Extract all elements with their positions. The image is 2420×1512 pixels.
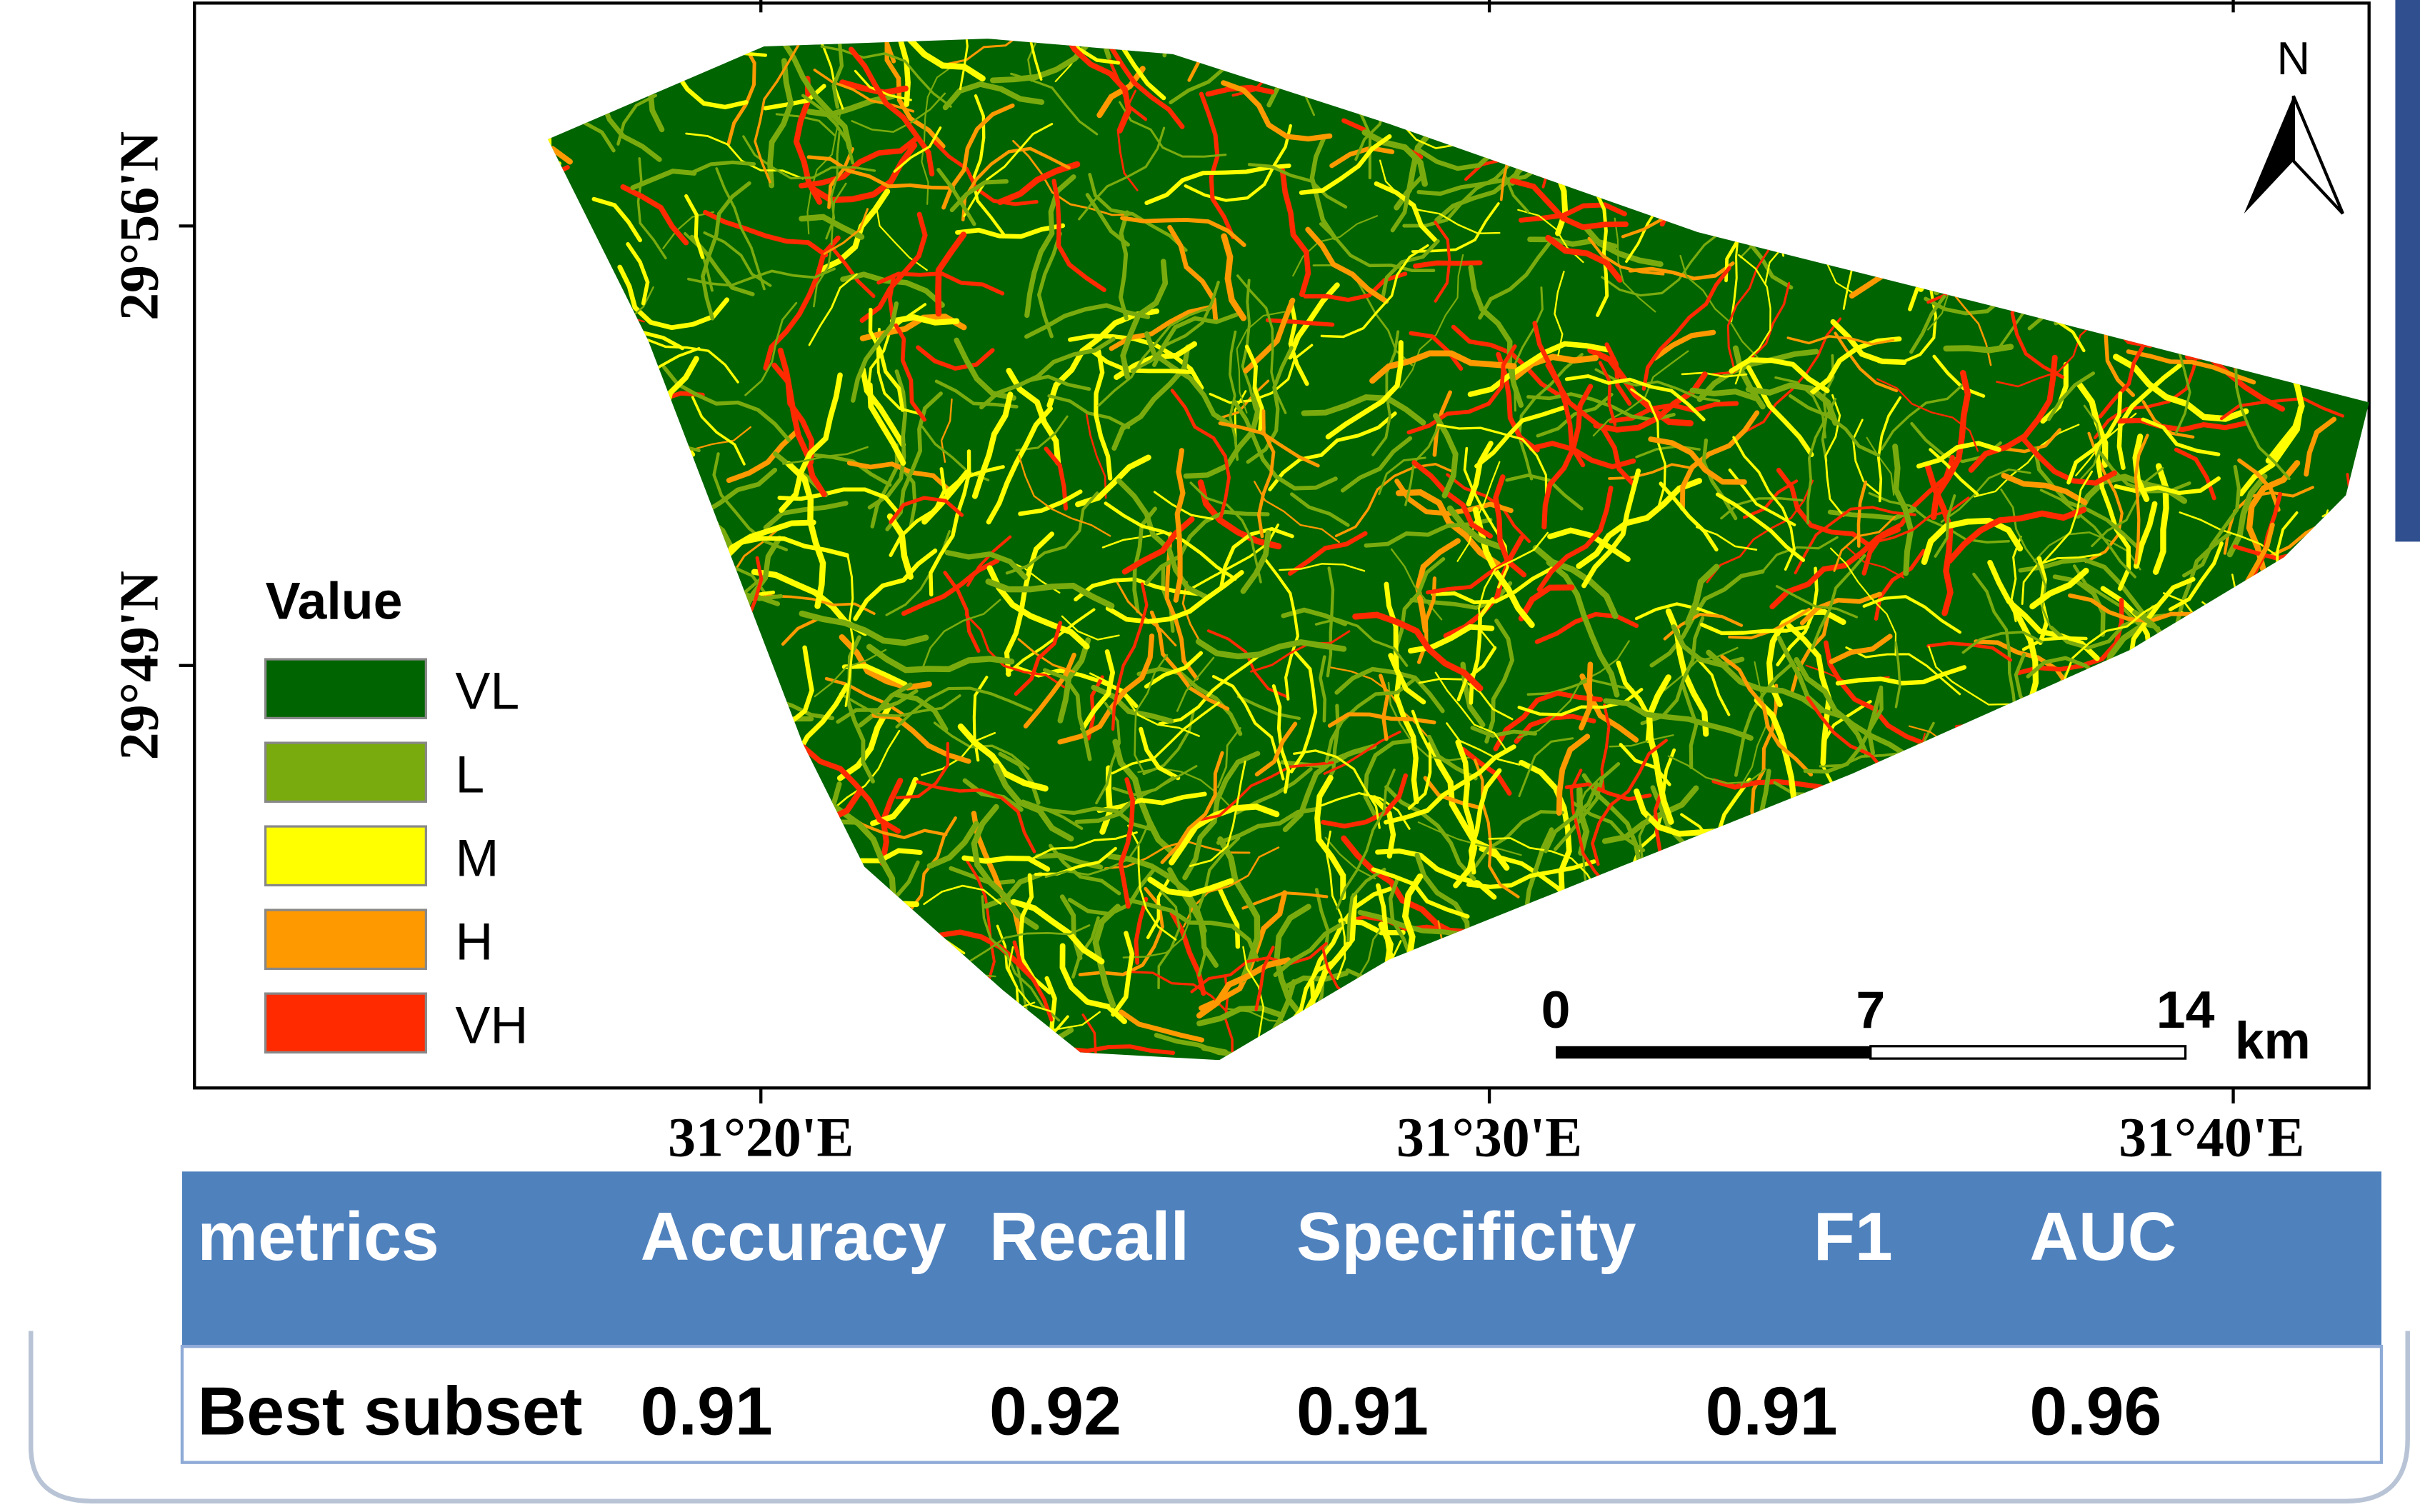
legend-swatch	[266, 659, 426, 718]
north-label: N	[2276, 32, 2310, 84]
longitude-label: 31°30'E	[1396, 1107, 1582, 1168]
latitude-label: 29°56'N	[108, 131, 169, 321]
legend-swatch	[266, 910, 426, 968]
legend-label: M	[455, 828, 499, 887]
table-header-cell: AUC	[2029, 1199, 2176, 1275]
legend-swatch	[266, 826, 426, 885]
legend-swatch	[266, 993, 426, 1052]
terrain-stroke	[2367, 871, 2420, 901]
table-cell: 0.91	[1706, 1374, 1838, 1450]
side-bar	[2395, 0, 2420, 541]
legend-swatch	[266, 743, 426, 801]
legend-title: Value	[266, 571, 403, 631]
scale-label: 7	[1856, 980, 1885, 1039]
longitude-label: 31°40'E	[2119, 1107, 2304, 1168]
table-cell: 0.91	[1296, 1374, 1429, 1450]
terrain-stroke	[1946, 347, 2011, 351]
scale-unit: km	[2235, 1011, 2311, 1070]
scale-label: 0	[1541, 980, 1571, 1039]
legend-label: VL	[455, 661, 519, 720]
table-cell: 0.96	[2029, 1374, 2161, 1450]
legend-label: L	[455, 744, 484, 803]
legend-label: VH	[455, 995, 528, 1054]
table-header-cell: F1	[1814, 1199, 1893, 1275]
table-cell: 0.91	[641, 1374, 773, 1450]
table-cell: Best subset	[198, 1374, 583, 1450]
table-header-cell: Specificity	[1296, 1199, 1636, 1275]
page: 29°56'N 29°49'N 31°20'E 31°30'E 31°40'E …	[0, 0, 2420, 1512]
legend-label: H	[455, 911, 493, 971]
table-header-cell: Accuracy	[641, 1199, 946, 1275]
scale-label: 14	[2156, 980, 2215, 1039]
table-header-cell: metrics	[198, 1199, 439, 1275]
longitude-label: 31°20'E	[668, 1107, 854, 1168]
table-header-cell: Recall	[989, 1199, 1189, 1275]
latitude-label: 29°49'N	[108, 571, 169, 760]
table-cell: 0.92	[989, 1374, 1121, 1450]
